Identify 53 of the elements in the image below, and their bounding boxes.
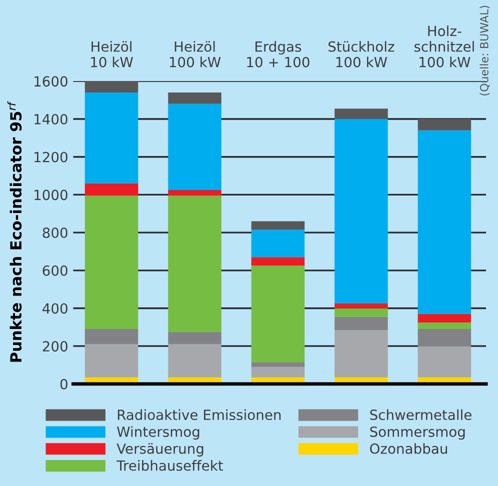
legend-label: Versäuerung (116, 443, 204, 457)
bar (168, 196, 222, 332)
bar (84, 344, 138, 378)
legend-label: Schwermetalle (370, 409, 472, 420)
legend-label: Wintersmog (117, 426, 200, 440)
annotation: (Quelle: BUWAL) (480, 6, 490, 96)
x-tick-label: Erdgas 10 + 100 (247, 41, 310, 68)
bar (168, 104, 222, 190)
bar (168, 344, 222, 378)
bar (84, 92, 138, 184)
bar (84, 196, 138, 330)
bar (251, 266, 305, 362)
bar (334, 108, 388, 120)
bar (251, 366, 305, 378)
x-tick-label: Holz- schnitzel 100 kW (414, 26, 474, 68)
bar (334, 119, 388, 304)
bar (334, 316, 388, 330)
bar (84, 329, 138, 344)
bar (251, 230, 305, 258)
legend-label: Ozonabbau (370, 443, 447, 454)
bar (418, 322, 472, 330)
y-tick-label: 600 (42, 265, 68, 276)
bar (334, 330, 388, 378)
x-tick-label: Stückholz 100 kW (328, 41, 394, 68)
y-axis-title: Punkte nach Eco-indicator 95$^{rf}$ (7, 101, 22, 362)
y-tick-label: 200 (42, 341, 68, 352)
legend-label: Sommersmog (370, 426, 465, 440)
bar (418, 329, 472, 346)
y-tick-label: 400 (42, 303, 68, 314)
x-tick-label: Heizöl 10 kW (91, 41, 133, 68)
x-tick-label: Heizöl 100 kW (170, 41, 221, 68)
bar (418, 346, 472, 378)
bar (251, 362, 305, 367)
y-tick-label: 800 (42, 228, 68, 238)
y-tick-label: 1400 (34, 114, 68, 124)
bar (251, 221, 305, 230)
bar (334, 308, 388, 317)
bar (84, 183, 138, 196)
y-tick-label: 1000 (34, 190, 68, 200)
legend-label: Radioaktive Emissionen (118, 409, 281, 420)
bar (418, 314, 472, 322)
bar (334, 304, 388, 308)
y-tick-label: 0 (60, 378, 68, 390)
y-tick-label: 1600 (34, 76, 68, 87)
bar (84, 81, 138, 93)
bar (418, 119, 472, 130)
legend-label: Treibhauseffekt (116, 460, 223, 471)
bar (168, 190, 222, 196)
bar (168, 332, 222, 344)
bar (168, 92, 222, 104)
y-tick-label: 1200 (34, 152, 68, 162)
bar (418, 130, 472, 314)
bar (251, 257, 305, 266)
